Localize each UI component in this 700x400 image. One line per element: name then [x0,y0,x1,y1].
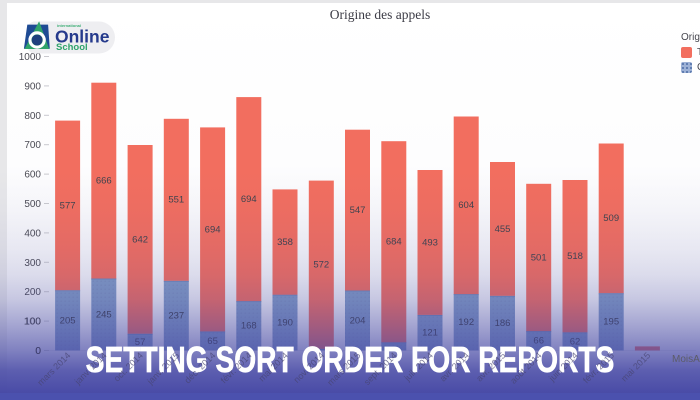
svg-text:août 2014: août 2014 [508,350,543,385]
svg-text:juin 2014: juin 2014 [546,350,580,384]
svg-text:janv. 2015: janv. 2015 [145,350,182,387]
svg-text:mai 2015: mai 2015 [619,350,652,383]
svg-text:juil. 2014: juil. 2014 [402,350,435,383]
svg-text:avr. 2015: avr. 2015 [474,350,507,383]
svg-text:nov. 2014: nov. 2014 [292,350,327,385]
svg-text:700: 700 [24,140,41,151]
svg-text:janv. 2014: janv. 2014 [72,350,109,387]
svg-text:déc. 2014: déc. 2014 [182,350,217,385]
svg-text:international: international [57,23,81,28]
svg-text:sept. 2014: sept. 2014 [362,350,399,387]
svg-text:févr. 2015: févr. 2015 [581,350,616,385]
svg-text:0: 0 [35,345,41,357]
svg-text:mai 2014: mai 2014 [257,350,290,383]
svg-text:Online: Online [55,27,110,47]
svg-text:oct. 2014: oct. 2014 [112,350,145,383]
svg-text:900: 900 [24,81,41,92]
svg-text:1000: 1000 [19,52,42,63]
svg-text:100: 100 [23,316,41,328]
svg-text:avr. 2014: avr. 2014 [438,350,471,383]
svg-text:févr. 2014: févr. 2014 [219,350,254,385]
svg-text:mars 2015: mars 2015 [325,350,362,387]
svg-text:School: School [56,42,88,53]
svg-text:800: 800 [24,111,41,122]
